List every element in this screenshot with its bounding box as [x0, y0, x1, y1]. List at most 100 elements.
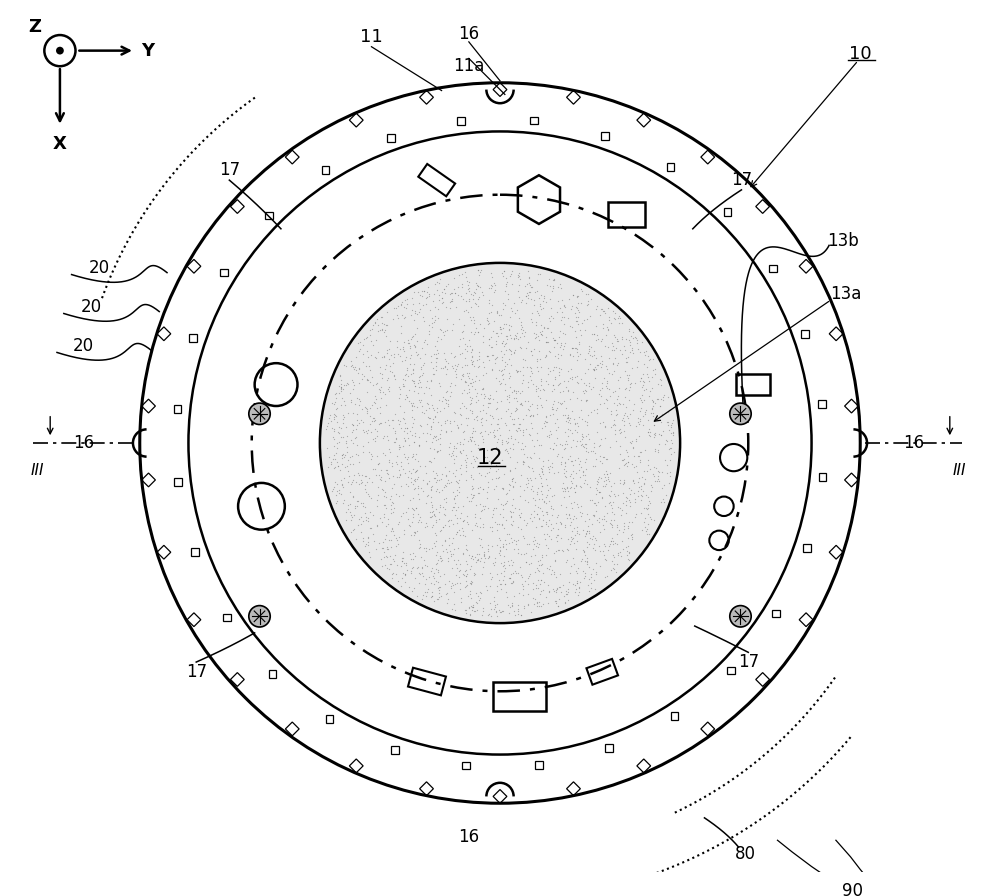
Point [395, 410, 411, 425]
Point [520, 335, 536, 349]
Point [639, 521, 655, 536]
Point [469, 596, 485, 610]
Point [556, 310, 572, 324]
Point [475, 482, 491, 496]
Point [481, 280, 497, 295]
Point [462, 310, 478, 324]
Point [620, 521, 636, 536]
Point [458, 574, 474, 589]
Point [499, 389, 515, 403]
Point [510, 607, 526, 622]
Point [370, 317, 386, 332]
Point [535, 382, 551, 396]
Point [481, 607, 497, 621]
Point [351, 468, 367, 482]
Point [497, 561, 513, 575]
Point [396, 379, 412, 393]
Point [514, 577, 530, 591]
Point [512, 489, 528, 504]
Point [564, 341, 580, 356]
Point [581, 524, 597, 538]
Point [448, 474, 464, 488]
Point [562, 411, 578, 426]
Point [385, 505, 401, 520]
Point [470, 292, 486, 306]
Text: 12: 12 [477, 448, 504, 468]
Point [494, 517, 510, 531]
Point [481, 296, 497, 310]
Point [434, 467, 450, 481]
Point [589, 513, 605, 527]
Point [428, 534, 444, 548]
Point [590, 475, 606, 489]
Point [532, 352, 548, 366]
Point [324, 396, 340, 410]
Point [548, 423, 564, 437]
Point [464, 405, 480, 419]
Point [560, 585, 576, 599]
Point [503, 504, 519, 519]
Point [463, 344, 479, 358]
Point [342, 497, 358, 512]
Point [345, 418, 361, 433]
Point [665, 425, 681, 439]
Point [469, 519, 485, 533]
Point [412, 395, 428, 409]
Point [556, 393, 572, 408]
Point [581, 342, 597, 357]
Point [547, 372, 563, 386]
Point [533, 470, 549, 485]
Point [483, 457, 499, 471]
Point [521, 460, 537, 474]
Point [348, 363, 364, 377]
Point [413, 481, 429, 495]
Point [480, 314, 496, 329]
Point [647, 396, 663, 410]
Point [450, 499, 466, 513]
Point [480, 551, 496, 565]
Point [666, 444, 682, 459]
Point [658, 433, 674, 447]
Point [541, 513, 557, 527]
Point [536, 495, 552, 510]
Point [535, 467, 551, 481]
Point [606, 412, 622, 426]
Point [559, 553, 575, 567]
Point [456, 513, 472, 527]
Point [603, 534, 619, 548]
Point [434, 296, 450, 310]
Point [577, 554, 593, 568]
Point [392, 387, 408, 401]
Point [596, 467, 612, 481]
Point [362, 417, 378, 431]
Point [556, 490, 572, 504]
Point [478, 579, 494, 593]
Point [349, 418, 365, 432]
Point [494, 604, 510, 618]
Text: 11a: 11a [453, 57, 485, 75]
Point [411, 439, 427, 453]
Point [346, 361, 362, 375]
Point [388, 531, 404, 546]
Point [397, 568, 413, 582]
Point [462, 607, 478, 621]
Point [525, 590, 541, 605]
Point [506, 332, 522, 346]
Point [360, 530, 376, 544]
Point [641, 389, 657, 403]
Point [471, 345, 487, 359]
Point [471, 373, 487, 387]
Point [663, 426, 679, 440]
Point [388, 487, 404, 501]
Point [457, 350, 473, 365]
Point [540, 541, 556, 556]
Point [486, 557, 502, 572]
Point [564, 370, 580, 384]
Point [479, 490, 495, 504]
Point [396, 424, 412, 438]
Point [492, 540, 508, 555]
Point [391, 440, 407, 454]
Point [452, 444, 468, 459]
Point [575, 522, 591, 537]
Point [438, 424, 454, 438]
